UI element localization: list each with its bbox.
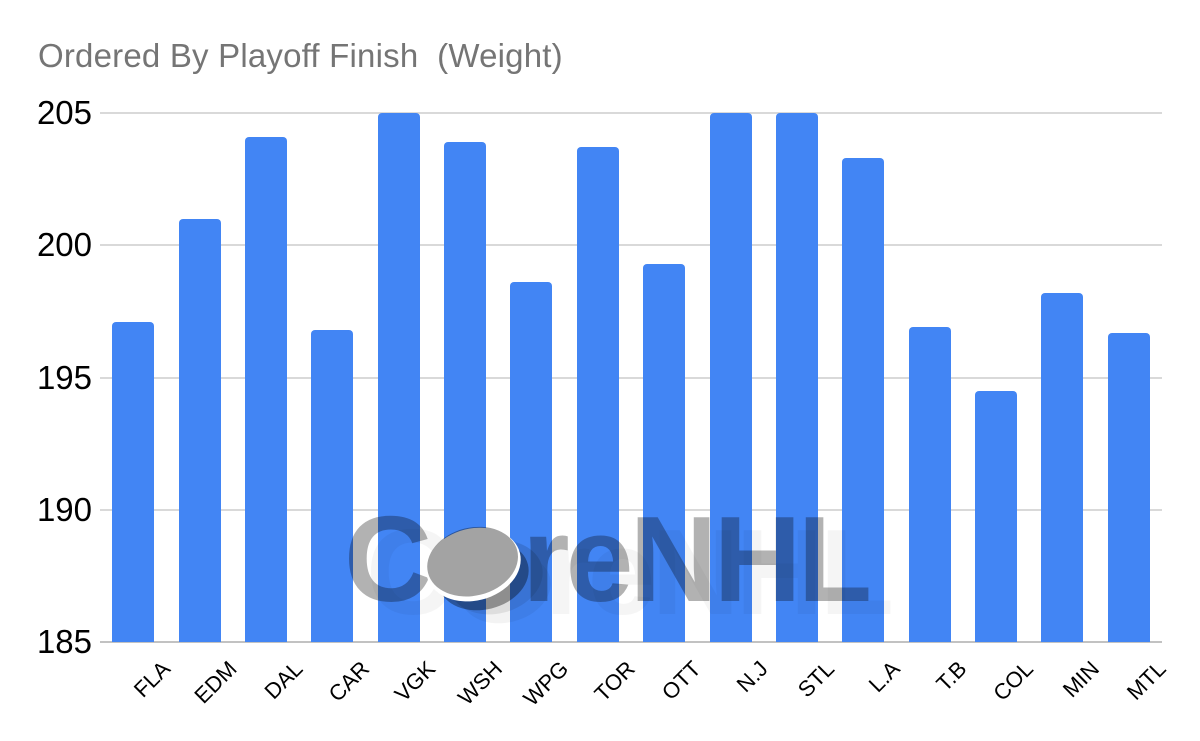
bar-WPG	[510, 282, 553, 642]
bar-EDM	[178, 218, 221, 642]
bar-COL	[975, 390, 1018, 642]
bar-L.A	[842, 157, 885, 642]
x-axis-tick-label: MTL	[1121, 656, 1171, 705]
y-axis-tick-label: 205	[36, 94, 92, 131]
gridline	[100, 376, 1162, 379]
x-axis-slot: DAL	[233, 644, 308, 734]
bar-STL	[775, 113, 818, 642]
bar-CAR	[311, 329, 354, 642]
x-axis-slot: N.J	[697, 644, 772, 734]
bar-FLA	[112, 321, 155, 642]
x-axis-slot: CAR	[299, 644, 374, 734]
x-axis-slot: MIN	[1029, 644, 1104, 734]
x-axis-line	[100, 641, 1162, 643]
x-axis-slot: COL	[963, 644, 1038, 734]
bar-N.J	[709, 113, 752, 642]
bar-MTL	[1107, 332, 1150, 642]
plot-area	[100, 112, 1162, 643]
chart-title: Ordered By Playoff Finish (Weight)	[38, 37, 563, 74]
x-axis-slot: EDM	[166, 644, 241, 734]
gridline	[100, 112, 1162, 114]
gridline	[100, 508, 1162, 511]
bar-MIN	[1041, 292, 1084, 642]
x-axis-slot: WSH	[432, 644, 507, 734]
bar-WSH	[444, 142, 487, 642]
x-axis-slot: MTL	[1096, 644, 1171, 734]
y-axis-tick-label: 200	[36, 226, 92, 264]
bar-TOR	[576, 147, 619, 642]
bar-T.B	[908, 327, 951, 642]
y-axis-tick-label: 190	[36, 490, 92, 528]
bar-OTT	[643, 263, 686, 642]
x-axis-slot: T.B	[897, 644, 971, 734]
y-axis-tick-label: 185	[36, 623, 92, 660]
x-axis-slot: TOR	[565, 644, 639, 734]
bar-VGK	[377, 113, 420, 642]
x-axis: FLA EDM DAL CAR VGK WSH WPG TOR OTT N.J STL L.A T.B C…	[100, 644, 1171, 734]
x-axis-slot: WPG	[498, 644, 573, 734]
x-axis-slot: VGK	[366, 644, 441, 734]
x-axis-slot: OTT	[631, 644, 706, 734]
y-axis-tick-label: 195	[36, 358, 92, 396]
gridline	[100, 244, 1162, 247]
bar-DAL	[244, 136, 287, 642]
bars-container	[100, 113, 1162, 642]
x-axis-slot: STL	[764, 644, 838, 734]
x-axis-slot: L.A	[830, 644, 905, 734]
x-axis-slot: FLA	[100, 644, 175, 734]
